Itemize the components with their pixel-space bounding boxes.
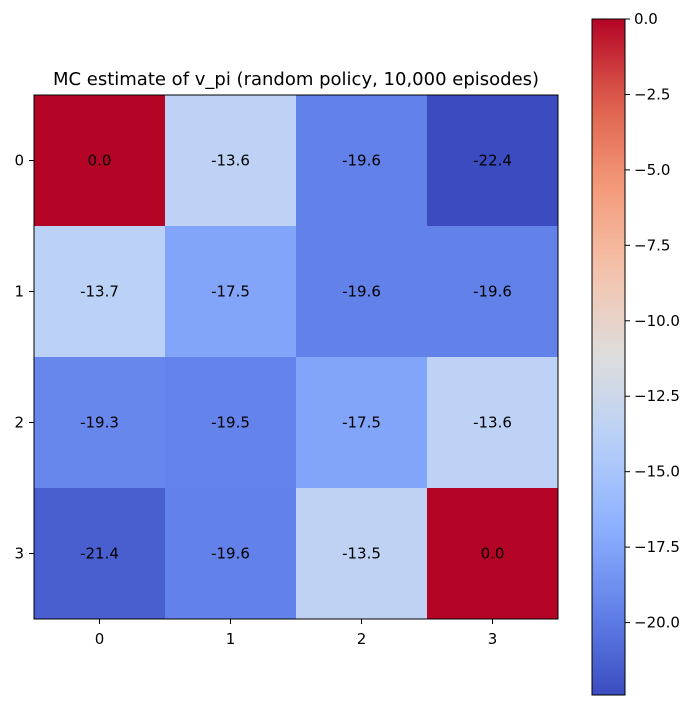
cell-value-label: -22.4 xyxy=(473,152,512,170)
cell-value-label: -19.6 xyxy=(473,283,512,301)
cell-value-label: -17.5 xyxy=(342,414,381,432)
heatmap-cell xyxy=(34,95,166,227)
cell-value-label: -13.6 xyxy=(211,152,250,170)
heatmap-cell xyxy=(296,488,428,620)
cell-value-label: -19.6 xyxy=(342,152,381,170)
cell-value-label: -13.7 xyxy=(80,283,119,301)
colorbar-tick-label: −10.0 xyxy=(634,312,680,330)
y-tick-label: 1 xyxy=(14,283,24,301)
heatmap-cell xyxy=(427,357,559,489)
cell-value-label: -13.5 xyxy=(342,545,381,563)
cell-value-label: -17.5 xyxy=(211,283,250,301)
cell-value-label: -13.6 xyxy=(473,414,512,432)
y-axis: 0 1 2 3 xyxy=(14,152,34,563)
cell-value-label: -19.5 xyxy=(211,414,250,432)
heatmap-cell xyxy=(34,488,166,620)
chart-title: MC estimate of v_pi (random policy, 10,0… xyxy=(53,69,539,90)
cell-value-label: -19.6 xyxy=(342,283,381,301)
cell-value-label: -19.3 xyxy=(80,414,119,432)
y-tick-label: 0 xyxy=(14,152,24,170)
heatmap-cell xyxy=(165,357,297,489)
heatmap-cell xyxy=(165,488,297,620)
x-tick-label: 2 xyxy=(357,630,367,648)
y-tick-label: 2 xyxy=(14,414,24,432)
heatmap-cell xyxy=(34,357,166,489)
cell-value-label: 0.0 xyxy=(481,545,505,563)
heatmap-cell xyxy=(427,488,559,620)
heatmap-cell xyxy=(427,226,559,358)
x-tick-label: 0 xyxy=(95,630,105,648)
heatmap-cell xyxy=(296,357,428,489)
heatmap-cell xyxy=(296,95,428,227)
heatmap-cell xyxy=(165,226,297,358)
colorbar-tick-label: −12.5 xyxy=(634,387,680,405)
heatmap-cell xyxy=(427,95,559,227)
colorbar-gradient xyxy=(592,19,625,695)
colorbar-tick-label: −7.5 xyxy=(634,236,670,254)
heatmap-cell xyxy=(165,95,297,227)
x-axis: 0 1 2 3 xyxy=(95,619,498,648)
colorbar-tick-label: −17.5 xyxy=(634,538,680,556)
x-tick-label: 1 xyxy=(226,630,236,648)
colorbar-tick-label: −2.5 xyxy=(634,85,670,103)
heatmap-cell xyxy=(296,226,428,358)
colorbar-ticks: 0.0 −2.5 −5.0 −7.5 −10.0 −12.5 −15.0 −17.5 −20.0 xyxy=(625,10,680,632)
cell-value-label: 0.0 xyxy=(88,152,112,170)
colorbar-tick-label: −5.0 xyxy=(634,161,670,179)
cell-value-label: -19.6 xyxy=(211,545,250,563)
colorbar-tick-label: −20.0 xyxy=(634,614,680,632)
colorbar-tick-label: −15.0 xyxy=(634,463,680,481)
cell-value-label: -21.4 xyxy=(80,545,119,563)
colorbar-frame xyxy=(591,18,626,696)
heatmap-cells: 0.0 -13.6 -19.6 -22.4 -13.7 -17.5 -19.6 -19.6 -1… xyxy=(34,95,559,620)
y-tick-label: 3 xyxy=(14,545,24,563)
plot-frame xyxy=(33,94,559,620)
x-tick-label: 3 xyxy=(488,630,498,648)
heatmap-cell xyxy=(34,226,166,358)
colorbar: 0.0 −2.5 −5.0 −7.5 −10.0 −12.5 −15.0 −17.5 −20.0 xyxy=(591,10,680,696)
colorbar-tick-label: 0.0 xyxy=(634,10,658,28)
